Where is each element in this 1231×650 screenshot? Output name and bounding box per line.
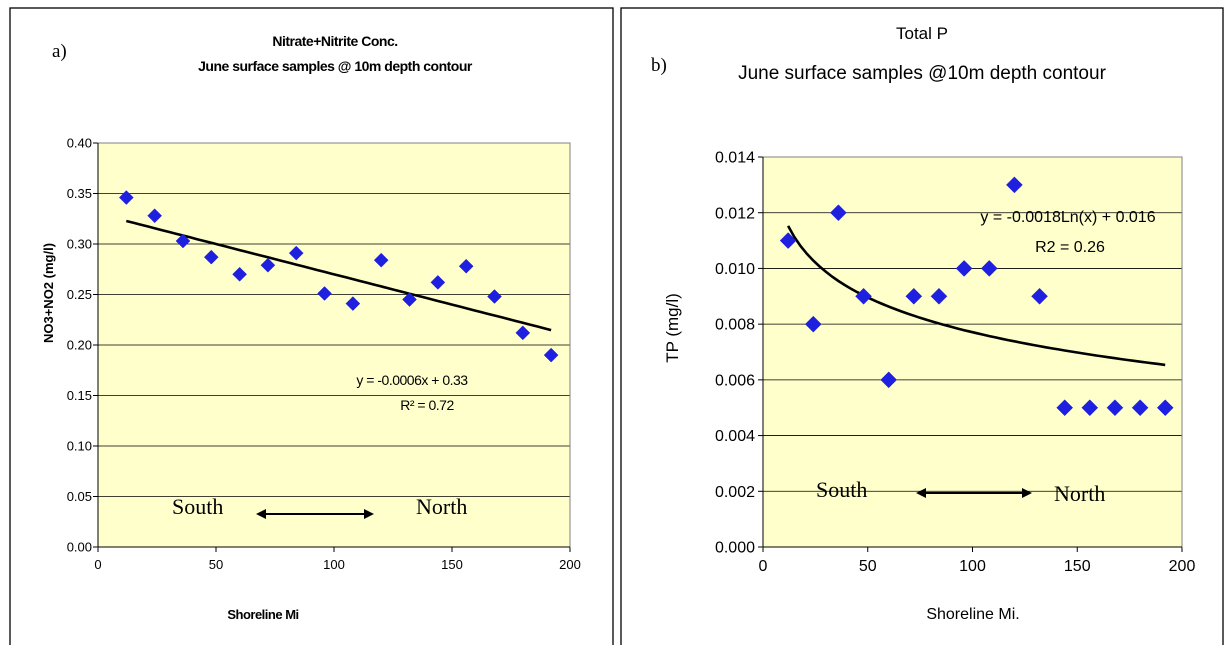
chart-a-data-point xyxy=(288,245,304,261)
chart-a-title-line1: Nitrate+Nitrite Conc. xyxy=(272,33,397,49)
chart-b-ytick-label: 0.000 xyxy=(715,540,755,557)
chart-b-plot: 0.000 0.002 0.004 0.006 0.008 0.010 0.012 0.014… xyxy=(715,150,1195,575)
chart-b-xlabel: Shoreline Mi. xyxy=(926,606,1019,623)
chart-b-data-point xyxy=(804,315,822,333)
chart-b-data-point xyxy=(955,260,973,277)
chart-b-data-point xyxy=(1106,399,1124,417)
chart-a-data-point xyxy=(175,233,191,249)
chart-a-data-point xyxy=(203,249,219,265)
chart-a-data-point xyxy=(345,296,361,311)
chart-a-xtick-label: 50 xyxy=(209,557,223,572)
chart-b-data-point xyxy=(1131,399,1149,417)
chart-a-data-point xyxy=(317,286,332,301)
chart-b-north-label: North xyxy=(1054,481,1105,506)
chart-a-xlabel: Shoreline Mi xyxy=(227,607,298,622)
chart-a-xtick-label: 200 xyxy=(559,557,581,572)
chart-a-data-point xyxy=(232,266,247,282)
chart-a-data-point xyxy=(118,190,134,205)
chart-b-xtick-label: 100 xyxy=(959,558,986,575)
chart-a-ytick-label: 0.05 xyxy=(67,489,92,504)
chart-a-xtick-label: 100 xyxy=(323,557,345,572)
chart-a-ylabel: NO3+NO2 (mg/l) xyxy=(41,243,56,343)
chart-a-plot: 0.00 0.05 0.10 0.15 0.20 0.25 0.30 0.35 0.40 0 50 1… xyxy=(67,136,581,572)
chart-b-data-point xyxy=(779,232,797,249)
chart-b-xtick-label: 50 xyxy=(859,558,877,575)
chart-a-ytick-label: 0.30 xyxy=(67,237,92,252)
chart-b-ytick-label: 0.010 xyxy=(715,261,755,278)
chart-b-xtick-label: 150 xyxy=(1064,558,1091,575)
chart-a-ytick-label: 0.10 xyxy=(67,439,92,454)
chart-a-data-point xyxy=(260,257,276,273)
chart-b-ytick-label: 0.012 xyxy=(715,205,755,222)
chart-a-trendline xyxy=(125,219,552,332)
chart-b-data-point xyxy=(1056,399,1074,417)
chart-a-ytick-label: 0.40 xyxy=(67,136,92,151)
chart-b-data-point xyxy=(980,260,998,277)
chart-a-ytick-label: 0.00 xyxy=(67,540,92,555)
chart-b-data-point xyxy=(1156,399,1174,417)
chart-a-data-point xyxy=(458,258,474,274)
chart-a-xtick-label: 0 xyxy=(94,557,101,572)
chart-a-ytick-label: 0.15 xyxy=(67,388,92,403)
chart-a-south-label: South xyxy=(172,494,223,519)
chart-b-data-point xyxy=(855,287,872,305)
chart-b-data-point xyxy=(830,204,847,222)
chart-b-equation: y = -0.0018Ln(x) + 0.016 xyxy=(980,209,1155,226)
chart-a-data-point xyxy=(430,275,446,290)
panel-b-label: b) xyxy=(651,55,667,76)
chart-b-title-line1: Total P xyxy=(896,24,948,43)
chart-b-data-point xyxy=(1006,176,1023,194)
chart-b-trendline xyxy=(786,225,1166,367)
chart-a-ytick-label: 0.20 xyxy=(67,338,92,353)
chart-a-xtick-label: 150 xyxy=(441,557,463,572)
chart-a-equation: y = -0.0006x + 0.33 xyxy=(356,372,468,388)
chart-b-r2: R2 = 0.26 xyxy=(1035,239,1105,256)
panel-a-label: a) xyxy=(52,41,67,62)
chart-a-data-point xyxy=(373,252,389,268)
chart-b-ytick-label: 0.014 xyxy=(715,150,755,167)
chart-a-title-line2: June surface samples @ 10m depth contour xyxy=(198,58,473,74)
chart-a-data-point xyxy=(147,208,162,224)
chart-a-r2: R² = 0.72 xyxy=(400,397,454,413)
chart-b-data-point xyxy=(930,287,948,305)
chart-b-data-point xyxy=(880,371,898,389)
chart-a-ytick-label: 0.25 xyxy=(67,287,92,302)
chart-b-ytick-label: 0.002 xyxy=(715,484,755,501)
chart-b-data-point xyxy=(1031,287,1048,305)
chart-b-title-line2: June surface samples @10m depth contour xyxy=(738,63,1106,84)
chart-b-data-point xyxy=(1081,399,1099,417)
chart-b-xtick-label: 200 xyxy=(1169,558,1196,575)
chart-b-ytick-label: 0.008 xyxy=(715,317,755,334)
chart-a-data-point xyxy=(515,325,531,341)
chart-b-south-label: South xyxy=(816,477,867,502)
chart-a-data-point xyxy=(487,289,502,304)
chart-b-data-point xyxy=(905,287,923,305)
chart-b-xtick-label: 0 xyxy=(759,558,768,575)
chart-b-ytick-label: 0.004 xyxy=(715,428,755,445)
chart-a-ytick-label: 0.35 xyxy=(67,186,92,201)
chart-a-north-label: North xyxy=(416,494,467,519)
chart-a-data-point xyxy=(402,292,417,307)
chart-b-ytick-label: 0.006 xyxy=(715,372,755,389)
chart-b-ylabel: TP (mg/l) xyxy=(663,293,682,363)
chart-b-plot-area xyxy=(763,157,1182,547)
chart-a-data-point xyxy=(543,347,559,363)
